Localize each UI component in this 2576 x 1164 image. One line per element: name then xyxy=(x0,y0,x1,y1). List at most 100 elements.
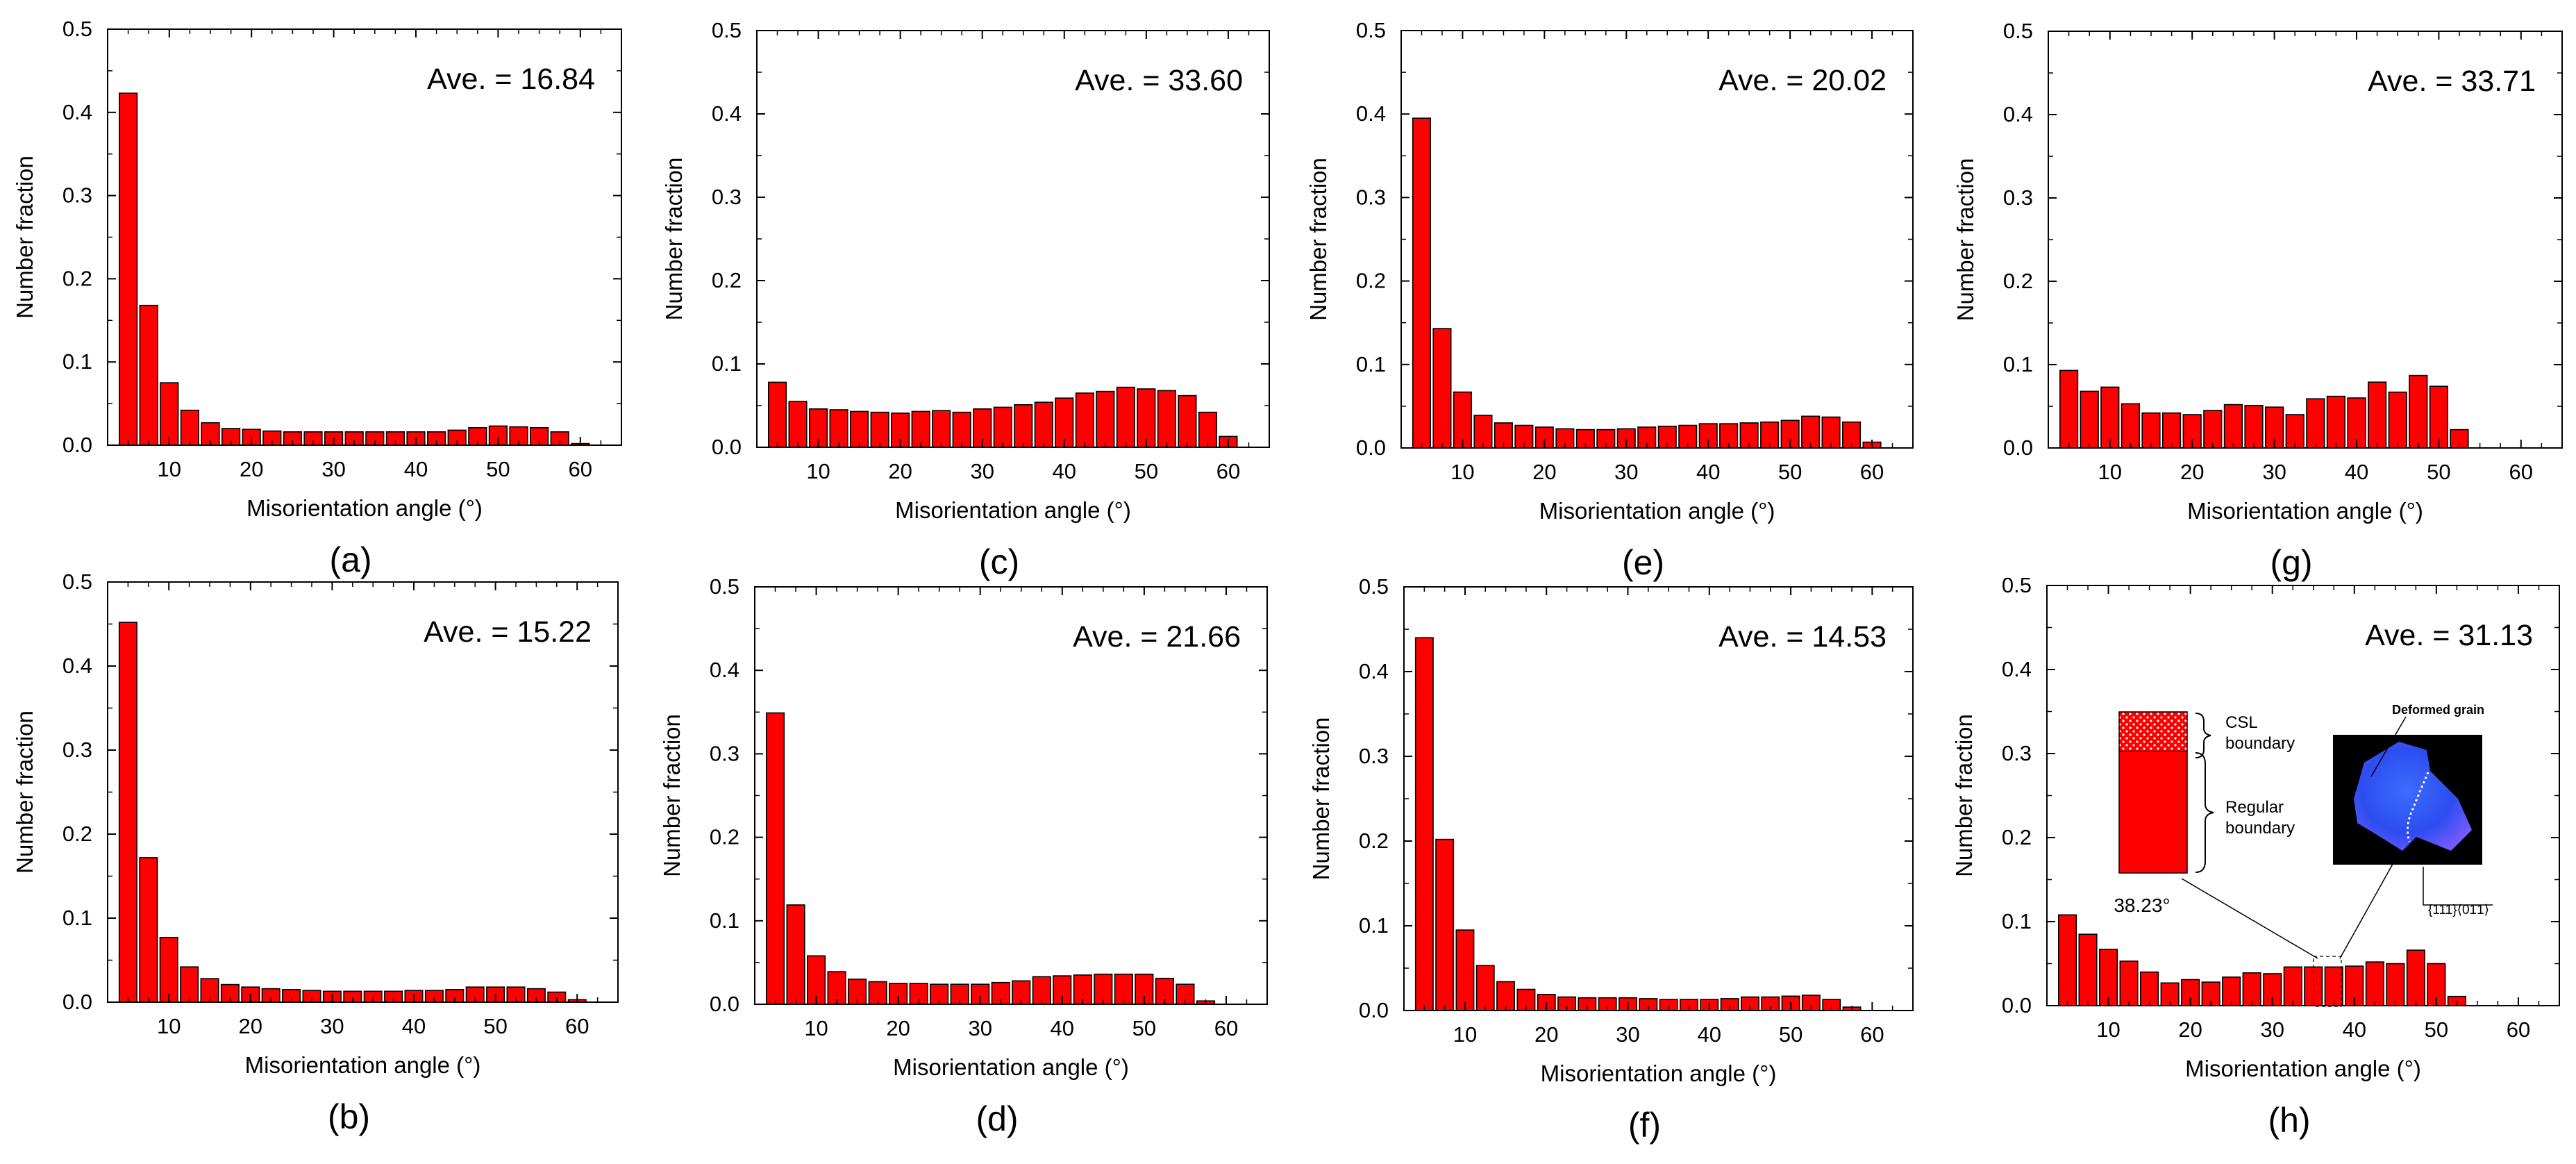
bar xyxy=(1453,391,1472,449)
y-tick-label: 0.3 xyxy=(1359,744,1389,768)
y-tick-label: 0.4 xyxy=(1359,659,1389,683)
x-tick-label: 20 xyxy=(886,1016,910,1040)
x-tick-label: 40 xyxy=(402,1014,426,1038)
panel-label: (c) xyxy=(979,542,1019,581)
bar xyxy=(2223,404,2243,449)
x-tick-label: 40 xyxy=(2343,1017,2366,1042)
y-tick-label: 0.4 xyxy=(62,100,92,124)
y-tick-label: 0.3 xyxy=(1356,185,1386,209)
y-tick-label: 0.1 xyxy=(1359,913,1389,938)
bar xyxy=(786,904,805,1005)
panel-label: (g) xyxy=(2270,543,2312,582)
bar xyxy=(160,382,179,446)
y-tick-label: 0.5 xyxy=(62,569,92,594)
y-tick-label: 0.4 xyxy=(710,658,739,682)
bar xyxy=(1412,117,1431,449)
csl-label-line1: CSL xyxy=(2225,713,2258,732)
bar xyxy=(1157,390,1176,448)
panel-label: (a) xyxy=(329,540,371,579)
x-axis-title: Misorientation angle (°) xyxy=(2185,1056,2421,1081)
bar xyxy=(1475,965,1495,1011)
bar xyxy=(1657,425,1677,449)
y-tick-label: 0.3 xyxy=(710,741,739,765)
bar xyxy=(2141,412,2161,449)
bar xyxy=(2203,410,2223,449)
y-tick-label: 0.5 xyxy=(1356,18,1386,42)
bar xyxy=(993,406,1012,448)
twin-boundary-trace xyxy=(2406,772,2429,842)
bar xyxy=(1137,388,1156,448)
leader-line xyxy=(2370,716,2407,777)
bar xyxy=(2365,961,2384,1006)
bar xyxy=(1435,838,1455,1011)
x-tick-label: 40 xyxy=(1051,1016,1074,1040)
y-axis-title: Number fraction xyxy=(1305,158,1331,321)
x-tick-label: 20 xyxy=(1534,1022,1558,1047)
y-tick-label: 0.5 xyxy=(2002,573,2032,597)
bar xyxy=(2100,386,2120,449)
y-tick-label: 0.2 xyxy=(710,825,739,849)
bar xyxy=(2162,412,2182,449)
x-tick-label: 30 xyxy=(1614,460,1638,484)
x-tick-label: 50 xyxy=(2425,1017,2448,1042)
grain-shape xyxy=(2354,742,2472,851)
y-tick-label: 0.1 xyxy=(710,908,739,933)
bar xyxy=(119,92,138,446)
y-tick-label: 0.1 xyxy=(712,351,742,376)
bar xyxy=(2429,385,2449,449)
bar xyxy=(932,410,951,448)
y-axis-title: Number fraction xyxy=(12,710,37,874)
bar xyxy=(1698,423,1718,449)
x-tick-label: 20 xyxy=(2178,1017,2202,1042)
panel-label: (h) xyxy=(2268,1101,2310,1140)
bar xyxy=(1178,394,1197,448)
x-tick-label: 20 xyxy=(240,457,263,481)
y-axis-title: Number fraction xyxy=(661,158,687,321)
chart-panel-d: 0.0 0.1 0.2 0.3 0.4 0.5 10 20 30 40 50 60 Misorienta… xyxy=(659,574,1268,1138)
average-annotation: Ave. = 33.60 xyxy=(1075,64,1243,97)
inset-group: CSL boundary Regular boundary 38.23° Deformed… xyxy=(2114,703,2493,1007)
bar xyxy=(1496,981,1515,1011)
bar xyxy=(2244,404,2264,449)
x-tick-label: 30 xyxy=(968,1016,992,1040)
bar xyxy=(2285,414,2305,449)
y-tick-label: 0.1 xyxy=(2002,909,2032,933)
x-tick-label: 50 xyxy=(1778,460,1802,484)
bar xyxy=(2242,972,2261,1006)
y-tick-label: 0.5 xyxy=(710,574,739,599)
y-tick-label: 0.2 xyxy=(2002,825,2032,849)
bar xyxy=(1780,419,1800,449)
y-tick-label: 0.2 xyxy=(2003,269,2033,293)
x-tick-label: 30 xyxy=(2262,460,2286,484)
bar xyxy=(2409,374,2428,449)
bar xyxy=(2324,966,2343,1006)
leader-line xyxy=(2339,858,2396,959)
highlight-box xyxy=(2313,956,2342,1007)
average-annotation: Ave. = 20.02 xyxy=(1718,64,1887,97)
bar xyxy=(1455,929,1475,1011)
y-tick-label: 0.2 xyxy=(1356,269,1386,293)
y-tick-label: 0.0 xyxy=(62,433,92,457)
bar xyxy=(1034,401,1053,448)
x-tick-label: 50 xyxy=(483,1014,507,1038)
x-axis-title: Misorientation angle (°) xyxy=(246,495,483,521)
bar xyxy=(2121,403,2141,449)
bar xyxy=(2406,949,2425,1006)
bar xyxy=(2181,979,2200,1006)
x-tick-label: 10 xyxy=(1450,460,1474,484)
x-tick-label: 30 xyxy=(321,457,345,481)
x-tick-label: 20 xyxy=(888,459,912,483)
average-annotation: Ave. = 16.84 xyxy=(427,63,595,96)
bar xyxy=(850,410,869,448)
bar xyxy=(766,712,785,1005)
bar xyxy=(2119,961,2139,1006)
panel-label: (f) xyxy=(1628,1106,1661,1145)
x-tick-label: 40 xyxy=(1698,1022,1721,1047)
bar xyxy=(2283,966,2302,1006)
bar xyxy=(950,983,969,1005)
bar xyxy=(1801,415,1821,449)
bar xyxy=(2306,398,2325,449)
y-axis-title: Number fraction xyxy=(1951,714,1977,877)
x-tick-label: 40 xyxy=(2345,460,2368,484)
